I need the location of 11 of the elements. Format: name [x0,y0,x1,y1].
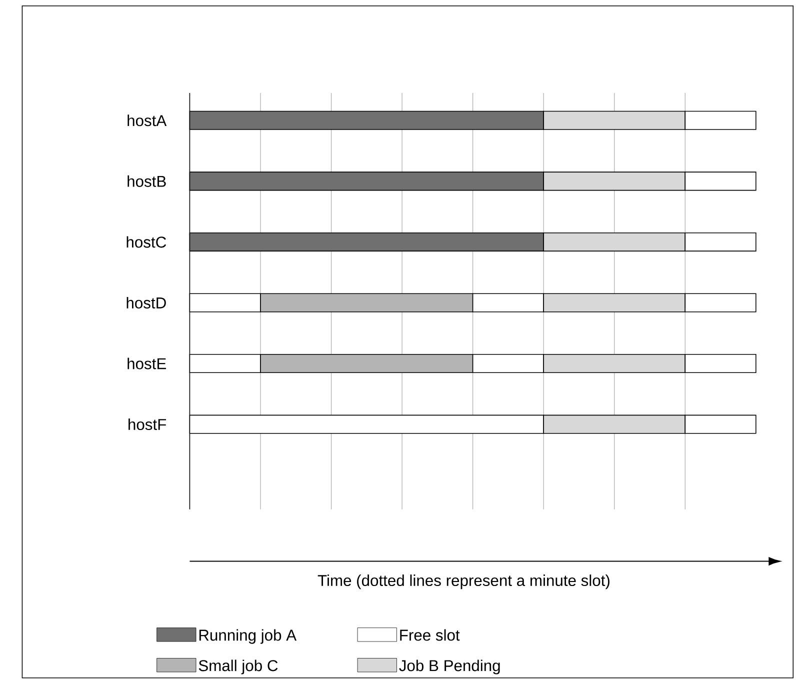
x-axis-title: Time (dotted lines represent a minute slot) [318,574,610,590]
y-tick-label: hostB [128,176,166,188]
y-tick-label: hostA [128,114,167,126]
y-tick-label: hostD [126,297,166,309]
y-tick-label: hostC [126,236,166,248]
y-tick-label: hostF [128,418,166,430]
legend-label: Free slot [400,629,460,641]
y-tick-label: hostE [128,358,166,370]
legend-label: Running job A [199,629,297,644]
legend-label: Job B Pending [399,660,500,674]
legend-label: Small job C [198,660,278,674]
